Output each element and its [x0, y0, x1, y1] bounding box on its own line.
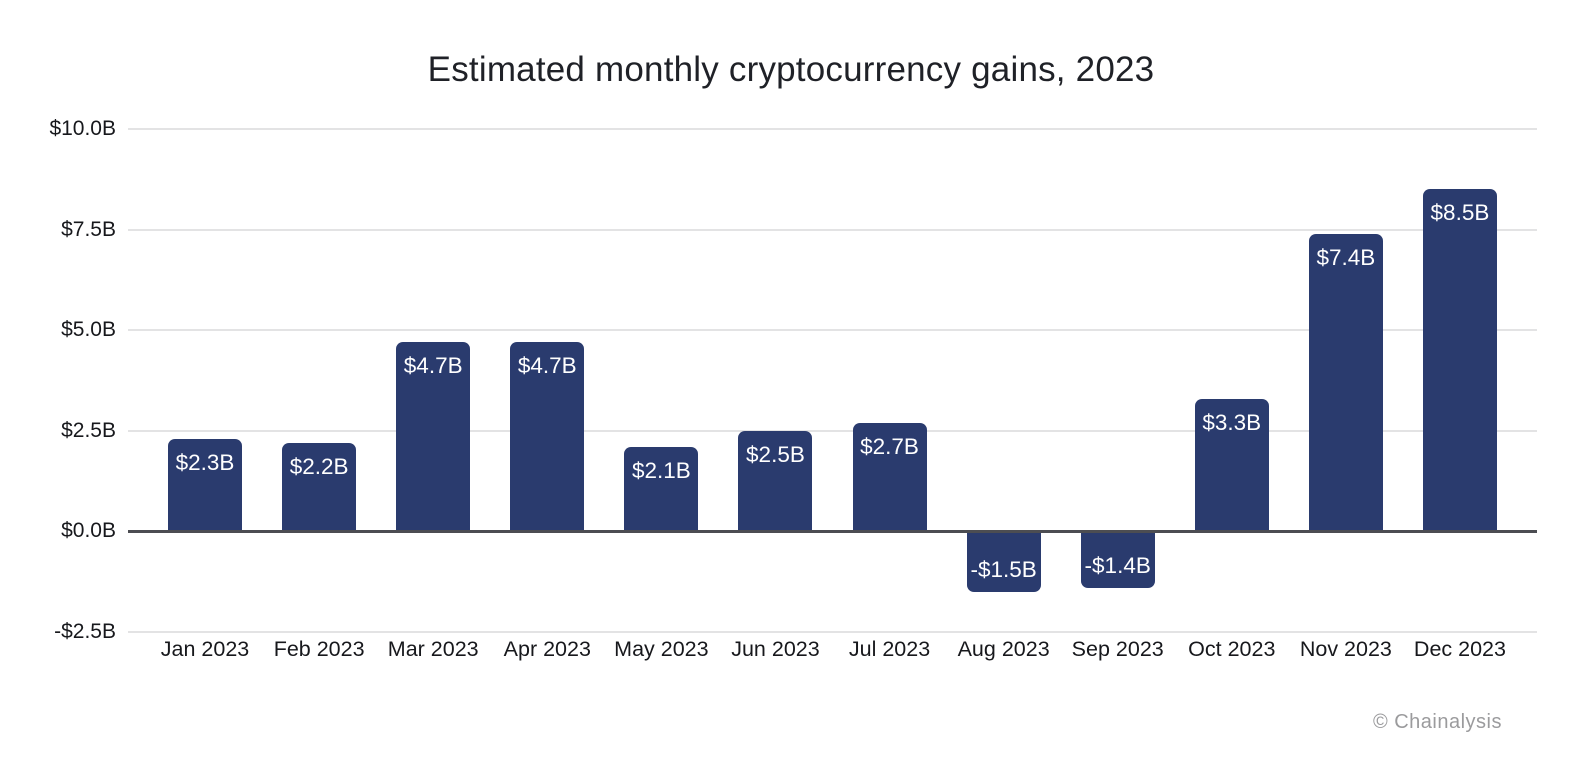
x-tick-label: Sep 2023	[1071, 637, 1164, 661]
x-tick-label: May 2023	[614, 637, 709, 661]
bar-value-label: $4.7B	[517, 353, 577, 379]
bar-value-label: $2.1B	[631, 457, 691, 483]
x-tick-label: Feb 2023	[273, 637, 365, 661]
x-tick-label: Dec 2023	[1413, 637, 1506, 661]
bar: $8.5B	[1422, 189, 1497, 532]
bar: -$1.5B	[966, 531, 1041, 592]
bar-value-label: $2.2B	[289, 453, 349, 479]
y-tick-label: -$2.5B	[54, 620, 116, 643]
y-tick-label: $0.0B	[61, 519, 116, 543]
y-tick-label: $2.5B	[61, 418, 116, 442]
x-tick-label: Jun 2023	[731, 637, 820, 661]
bar: $2.5B	[738, 430, 813, 532]
x-tick-label: Apr 2023	[503, 637, 591, 661]
x-tick-label: Aug 2023	[957, 637, 1050, 661]
bar-value-label: $4.7B	[403, 353, 463, 379]
x-axis: Jan 2023 Feb 2023 Mar 2023 Apr 2023 May 2023…	[128, 637, 1537, 667]
x-tick-label: Jan 2023	[160, 637, 250, 661]
bar: $7.4B	[1308, 233, 1383, 532]
bar-value-label: $2.7B	[860, 433, 919, 459]
bar-value-label: $8.5B	[1430, 200, 1490, 226]
bar: -$1.4B	[1080, 531, 1155, 588]
bar: $2.7B	[852, 422, 927, 532]
bar-value-label: $2.5B	[746, 441, 805, 467]
x-tick-label: Jul 2023	[848, 637, 931, 661]
zero-axis-line	[128, 529, 1537, 533]
gridline	[128, 128, 1537, 130]
bar: $4.7B	[396, 342, 471, 532]
bar: $2.1B	[624, 446, 699, 532]
bar-value-label: $2.3B	[175, 449, 235, 475]
gridline	[128, 329, 1537, 332]
gridline	[128, 228, 1537, 231]
y-tick-label: $7.5B	[61, 217, 116, 241]
bar-value-label: $7.4B	[1316, 244, 1376, 270]
bar-value-label: -$1.5B	[970, 556, 1037, 582]
y-tick-label: $10.0B	[49, 117, 116, 140]
bar: $3.3B	[1194, 398, 1269, 532]
x-tick-label: Mar 2023	[387, 637, 479, 661]
bar: $4.7B	[510, 342, 585, 532]
gridline	[128, 429, 1537, 432]
copyright-text: © Chainalysis	[1372, 711, 1502, 733]
bar: $2.2B	[282, 442, 357, 532]
y-tick-label: $5.0B	[61, 318, 116, 342]
bar-value-label: $3.3B	[1202, 409, 1262, 435]
x-tick-label: Nov 2023	[1299, 637, 1392, 661]
gridline	[128, 631, 1537, 633]
plot-area: $2.3B $2.2B $4.7B $4.7B $2.1B $2.5B $2.7B -$1.5…	[128, 128, 1537, 633]
bar: $2.3B	[168, 438, 243, 532]
bar-value-label: -$1.4B	[1084, 552, 1151, 578]
chart-title: Estimated monthly cryptocurrency gains, …	[427, 50, 1155, 89]
y-axis: $10.0B $7.5B $5.0B $2.5B $0.0B -$2.5B	[0, 117, 116, 643]
x-tick-label: Oct 2023	[1188, 637, 1276, 661]
